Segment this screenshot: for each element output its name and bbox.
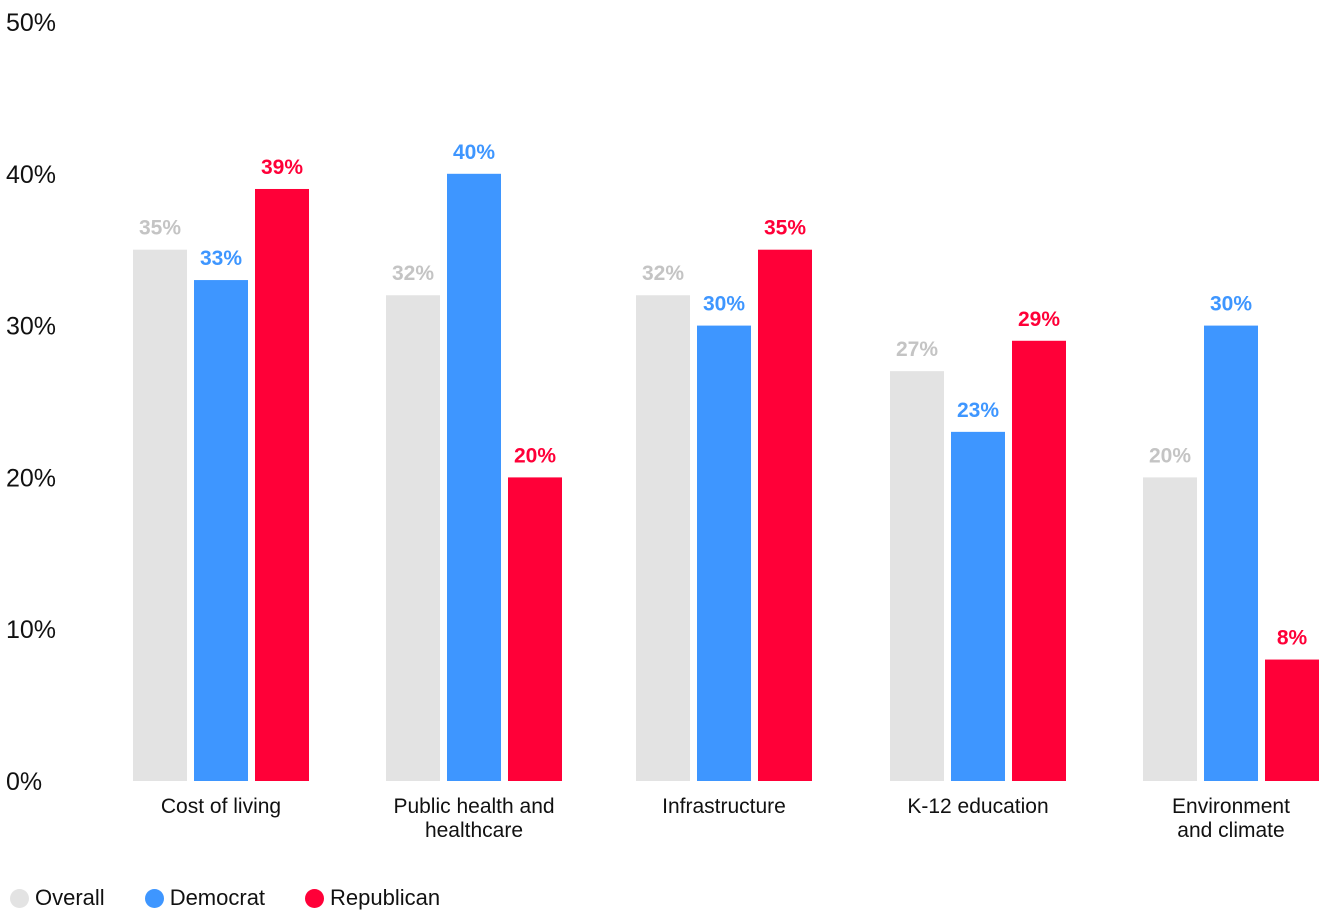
legend-item-overall: Overall: [10, 885, 105, 911]
data-label-republican-1: 20%: [514, 444, 556, 467]
legend-swatch-republican: [305, 888, 325, 908]
y-tick-label-0: 0%: [6, 768, 42, 796]
x-tick-label-0: Cost of living: [161, 795, 281, 818]
bar-republican-2: [758, 249, 812, 781]
x-tick-label-2: Infrastructure: [662, 795, 786, 818]
bar-democrat-2: [697, 325, 751, 781]
bars: [133, 173, 1319, 782]
bar-democrat-4: [1204, 325, 1258, 781]
y-tick-label-10: 10%: [6, 616, 56, 644]
data-label-republican-0: 39%: [261, 156, 303, 179]
data-label-democrat-2: 30%: [703, 293, 745, 316]
bar-republican-1: [508, 477, 562, 781]
y-tick-label-20: 20%: [6, 464, 56, 492]
data-label-democrat-0: 33%: [200, 247, 242, 270]
data-label-democrat-4: 30%: [1210, 293, 1252, 316]
data-label-overall-0: 35%: [139, 217, 181, 240]
bar-overall-4: [1143, 477, 1197, 781]
data-label-republican-4: 8%: [1277, 627, 1308, 650]
bar-republican-4: [1265, 659, 1319, 781]
bar-chart: 0%10%20%30%40%50% 35%32% 32%27%20%33%40%3…: [6, 9, 1319, 842]
legend-item-republican: Republican: [305, 885, 440, 911]
data-label-republican-2: 35%: [764, 217, 806, 240]
x-tick-label-4: Environment and climate: [1172, 795, 1290, 842]
bar-overall-1: [386, 295, 440, 781]
data-label-democrat-3: 23%: [957, 399, 999, 422]
legend-label-overall: Overall: [35, 885, 105, 910]
legend-label-republican: Republican: [330, 885, 441, 910]
legend: Overall Democrat Republican: [10, 885, 480, 911]
y-axis: 0% 10% 20% 30% 40% 50%: [6, 9, 56, 796]
bar-overall-3: [890, 371, 944, 781]
data-label-overall-1: 32%: [392, 262, 434, 285]
bar-democrat-1: [447, 173, 501, 782]
data-label-overall-2: 32%: [642, 262, 684, 285]
data-label-overall-3: 27%: [896, 338, 938, 361]
data-labels: 35% 32% 32% 27% 20% 33% 40% 30% 23% 30% 39% 20% 35% 2…: [139, 141, 1308, 650]
bar-republican-3: [1012, 340, 1066, 781]
bar-democrat-3: [951, 431, 1005, 781]
legend-swatch-democrat: [144, 888, 164, 908]
bar-democrat-0: [194, 280, 248, 781]
x-axis: Cost of living Public health and healthcar…: [161, 795, 1290, 842]
legend-label-democrat: Democrat: [169, 885, 266, 910]
data-label-overall-4: 20%: [1149, 444, 1191, 467]
data-label-democrat-1: 40%: [453, 141, 495, 164]
x-tick-label-1: Public health and healthcare: [393, 795, 554, 842]
y-tick-label-40: 40%: [6, 161, 56, 189]
data-label-republican-3: 29%: [1018, 308, 1060, 331]
bar-overall-0: [133, 249, 187, 781]
bar-republican-0: [255, 188, 309, 782]
y-tick-label-30: 30%: [6, 313, 56, 341]
legend-item-democrat: Democrat: [144, 885, 266, 911]
legend-swatch-overall: [10, 888, 29, 908]
x-tick-label-3: K-12 education: [907, 795, 1048, 818]
bar-overall-2: [636, 295, 690, 781]
y-tick-label-50: 50%: [6, 9, 56, 37]
